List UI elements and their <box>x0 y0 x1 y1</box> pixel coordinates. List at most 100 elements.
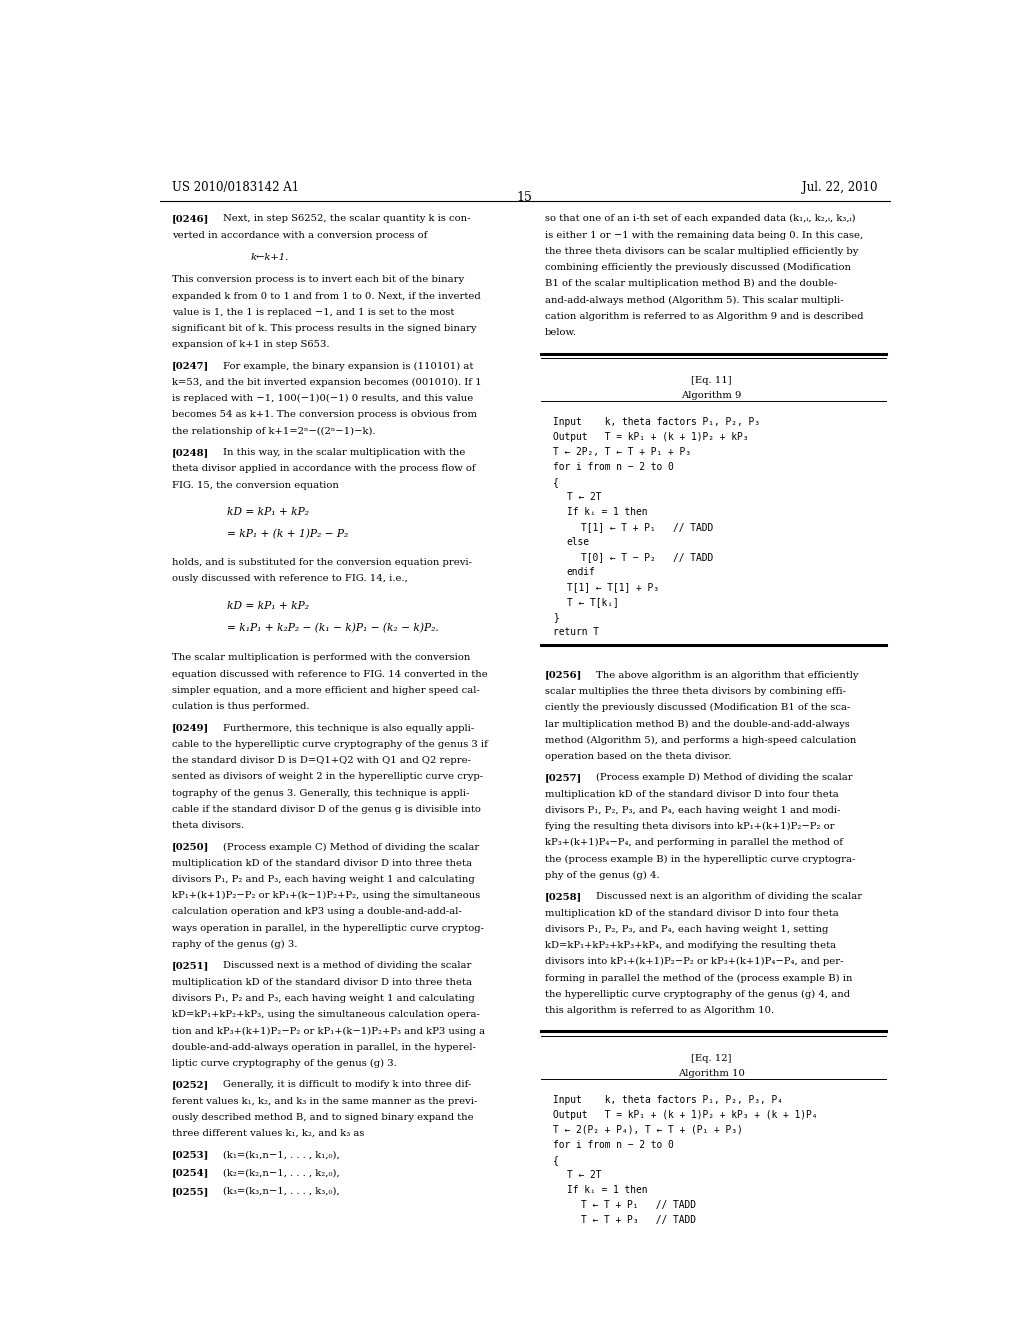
Text: becomes 54 as k+1. The conversion process is obvious from: becomes 54 as k+1. The conversion proces… <box>172 411 476 420</box>
Text: equation discussed with reference to FIG. 14 converted in the: equation discussed with reference to FIG… <box>172 669 487 678</box>
Text: multiplication kD of the standard divisor D into three theta: multiplication kD of the standard diviso… <box>172 859 472 867</box>
Text: B1 of the scalar multiplication method B) and the double-: B1 of the scalar multiplication method B… <box>545 280 837 289</box>
Text: multiplication kD of the standard divisor D into three theta: multiplication kD of the standard diviso… <box>172 978 472 986</box>
Text: Discussed next is an algorithm of dividing the scalar: Discussed next is an algorithm of dividi… <box>596 892 862 902</box>
Text: [0257]: [0257] <box>545 774 582 783</box>
Text: kP₃+(k+1)P₄−P₄, and performing in parallel the method of: kP₃+(k+1)P₄−P₄, and performing in parall… <box>545 838 843 847</box>
Text: Discussed next is a method of dividing the scalar: Discussed next is a method of dividing t… <box>223 961 472 970</box>
Text: for i from n − 2 to 0: for i from n − 2 to 0 <box>553 462 674 471</box>
Text: T ← 2T: T ← 2T <box>567 492 601 502</box>
Text: calculation operation and kP3 using a double-and-add-al-: calculation operation and kP3 using a do… <box>172 907 462 916</box>
Text: tion and kP₃+(k+1)P₂−P₂ or kP₁+(k−1)P₂+P₃ and kP3 using a: tion and kP₃+(k+1)P₂−P₂ or kP₁+(k−1)P₂+P… <box>172 1027 484 1035</box>
Text: the three theta divisors can be scalar multiplied efficiently by: the three theta divisors can be scalar m… <box>545 247 858 256</box>
Text: expanded k from 0 to 1 and from 1 to 0. Next, if the inverted: expanded k from 0 to 1 and from 1 to 0. … <box>172 292 480 301</box>
Text: T ← 2P₂, T ← T + P₁ + P₃: T ← 2P₂, T ← T + P₁ + P₃ <box>553 446 690 457</box>
Text: [0253]: [0253] <box>172 1151 209 1159</box>
Text: expansion of k+1 in step S653.: expansion of k+1 in step S653. <box>172 341 329 350</box>
Text: {: { <box>553 1155 558 1164</box>
Text: theta divisors.: theta divisors. <box>172 821 244 830</box>
Text: ferent values k₁, k₂, and k₃ in the same manner as the previ-: ferent values k₁, k₂, and k₃ in the same… <box>172 1097 477 1106</box>
Text: method (Algorithm 5), and performs a high-speed calculation: method (Algorithm 5), and performs a hig… <box>545 735 856 744</box>
Text: endif: endif <box>567 568 596 577</box>
Text: The scalar multiplication is performed with the conversion: The scalar multiplication is performed w… <box>172 653 470 663</box>
Text: this algorithm is referred to as Algorithm 10.: this algorithm is referred to as Algorit… <box>545 1006 774 1015</box>
Text: [0247]: [0247] <box>172 362 209 371</box>
Text: For example, the binary expansion is (110101) at: For example, the binary expansion is (11… <box>223 362 474 371</box>
Text: ciently the previously discussed (Modification B1 of the sca-: ciently the previously discussed (Modifi… <box>545 704 850 713</box>
Text: fying the resulting theta divisors into kP₁+(k+1)P₂−P₂ or: fying the resulting theta divisors into … <box>545 822 835 832</box>
Text: ways operation in parallel, in the hyperelliptic curve cryptog-: ways operation in parallel, in the hyper… <box>172 924 483 933</box>
Text: Algorithm 9: Algorithm 9 <box>681 391 741 400</box>
Text: T ← T + P₁   // TADD: T ← T + P₁ // TADD <box>582 1200 696 1210</box>
Text: Generally, it is difficult to modify k into three dif-: Generally, it is difficult to modify k i… <box>223 1080 472 1089</box>
Text: FIG. 15, the conversion equation: FIG. 15, the conversion equation <box>172 480 339 490</box>
Text: {: { <box>553 477 558 487</box>
Text: simpler equation, and a more efficient and higher speed cal-: simpler equation, and a more efficient a… <box>172 686 479 694</box>
Text: divisors P₁, P₂, P₃, and P₄, each having weight 1 and modi-: divisors P₁, P₂, P₃, and P₄, each having… <box>545 805 840 814</box>
Text: raphy of the genus (g) 3.: raphy of the genus (g) 3. <box>172 940 297 949</box>
Text: }: } <box>553 612 558 622</box>
Text: T ← 2(P₂ + P₄), T ← T + (P₁ + P₃): T ← 2(P₂ + P₄), T ← T + (P₁ + P₃) <box>553 1125 742 1135</box>
Text: T ← 2T: T ← 2T <box>567 1170 601 1180</box>
Text: [Eq. 11]: [Eq. 11] <box>691 376 731 385</box>
Text: (k₁=(k₁,n−1, . . . , k₁,₀),: (k₁=(k₁,n−1, . . . , k₁,₀), <box>223 1151 340 1159</box>
Text: cable to the hyperelliptic curve cryptography of the genus 3 if: cable to the hyperelliptic curve cryptog… <box>172 739 487 748</box>
Text: [0246]: [0246] <box>172 214 209 223</box>
Text: If kᵢ = 1 then: If kᵢ = 1 then <box>567 1185 647 1195</box>
Text: theta divisor applied in accordance with the process flow of: theta divisor applied in accordance with… <box>172 465 475 474</box>
Text: lar multiplication method B) and the double-and-add-always: lar multiplication method B) and the dou… <box>545 719 849 729</box>
Text: k=53, and the bit inverted expansion becomes (001010). If 1: k=53, and the bit inverted expansion bec… <box>172 378 481 387</box>
Text: kD=kP₁+kP₂+kP₃, using the simultaneous calculation opera-: kD=kP₁+kP₂+kP₃, using the simultaneous c… <box>172 1010 479 1019</box>
Text: below.: below. <box>545 329 577 337</box>
Text: [0249]: [0249] <box>172 723 209 733</box>
Text: [0255]: [0255] <box>172 1187 209 1196</box>
Text: three different values k₁, k₂, and k₃ as: three different values k₁, k₂, and k₃ as <box>172 1129 364 1138</box>
Text: else: else <box>567 537 590 546</box>
Text: In this way, in the scalar multiplication with the: In this way, in the scalar multiplicatio… <box>223 447 466 457</box>
Text: the standard divisor D is D=Q1+Q2 with Q1 and Q2 repre-: the standard divisor D is D=Q1+Q2 with Q… <box>172 756 471 766</box>
Text: [0252]: [0252] <box>172 1080 209 1089</box>
Text: divisors into kP₁+(k+1)P₂−P₂ or kP₃+(k+1)P₄−P₄, and per-: divisors into kP₁+(k+1)P₂−P₂ or kP₃+(k+1… <box>545 957 843 966</box>
Text: [Eq. 12]: [Eq. 12] <box>691 1053 731 1063</box>
Text: Input    k, theta factors P₁, P₂, P₃: Input k, theta factors P₁, P₂, P₃ <box>553 417 760 426</box>
Text: T[1] ← T[1] + P₃: T[1] ← T[1] + P₃ <box>567 582 658 593</box>
Text: T ← T + P₃   // TADD: T ← T + P₃ // TADD <box>582 1214 696 1225</box>
Text: the hyperelliptic curve cryptography of the genus (g) 4, and: the hyperelliptic curve cryptography of … <box>545 990 850 999</box>
Text: k←k+1.: k←k+1. <box>251 253 289 261</box>
Text: T[1] ← T + P₁   // TADD: T[1] ← T + P₁ // TADD <box>582 521 714 532</box>
Text: kD = kP₁ + kP₂: kD = kP₁ + kP₂ <box>227 507 309 517</box>
Text: forming in parallel the method of the (process example B) in: forming in parallel the method of the (p… <box>545 974 852 982</box>
Text: the (process example B) in the hyperelliptic curve cryptogra-: the (process example B) in the hyperelli… <box>545 854 855 863</box>
Text: Output   T = kP₁ + (k + 1)P₂ + kP₃ + (k + 1)P₄: Output T = kP₁ + (k + 1)P₂ + kP₃ + (k + … <box>553 1110 817 1119</box>
Text: = kP₁ + (k + 1)P₂ − P₂: = kP₁ + (k + 1)P₂ − P₂ <box>227 529 348 540</box>
Text: is either 1 or −1 with the remaining data being 0. In this case,: is either 1 or −1 with the remaining dat… <box>545 231 863 239</box>
Text: cation algorithm is referred to as Algorithm 9 and is described: cation algorithm is referred to as Algor… <box>545 312 863 321</box>
Text: Output   T = kP₁ + (k + 1)P₂ + kP₃: Output T = kP₁ + (k + 1)P₂ + kP₃ <box>553 432 749 442</box>
Text: ously described method B, and to signed binary expand the: ously described method B, and to signed … <box>172 1113 473 1122</box>
Text: tography of the genus 3. Generally, this technique is appli-: tography of the genus 3. Generally, this… <box>172 788 469 797</box>
Text: so that one of an i-th set of each expanded data (k₁,ᵢ, k₂,ᵢ, k₃,ᵢ): so that one of an i-th set of each expan… <box>545 214 855 223</box>
Text: kD = kP₁ + kP₂: kD = kP₁ + kP₂ <box>227 601 309 611</box>
Text: kP₁+(k+1)P₂−P₂ or kP₁+(k−1)P₂+P₂, using the simultaneous: kP₁+(k+1)P₂−P₂ or kP₁+(k−1)P₂+P₂, using … <box>172 891 480 900</box>
Text: [0256]: [0256] <box>545 671 582 680</box>
Text: return T: return T <box>553 627 599 638</box>
Text: [0254]: [0254] <box>172 1168 209 1177</box>
Text: and-add-always method (Algorithm 5). This scalar multipli-: and-add-always method (Algorithm 5). Thi… <box>545 296 844 305</box>
Text: cable if the standard divisor D of the genus g is divisible into: cable if the standard divisor D of the g… <box>172 805 480 814</box>
Text: [0258]: [0258] <box>545 892 582 902</box>
Text: The above algorithm is an algorithm that efficiently: The above algorithm is an algorithm that… <box>596 671 859 680</box>
Text: significant bit of k. This process results in the signed binary: significant bit of k. This process resul… <box>172 325 476 333</box>
Text: is replaced with −1, 100(−1)0(−1) 0 results, and this value: is replaced with −1, 100(−1)0(−1) 0 resu… <box>172 395 473 404</box>
Text: combining efficiently the previously discussed (Modification: combining efficiently the previously dis… <box>545 263 851 272</box>
Text: holds, and is substituted for the conversion equation previ-: holds, and is substituted for the conver… <box>172 558 472 566</box>
Text: culation is thus performed.: culation is thus performed. <box>172 702 309 711</box>
Text: T ← T[kᵢ]: T ← T[kᵢ] <box>567 597 618 607</box>
Text: [0248]: [0248] <box>172 447 209 457</box>
Text: value is 1, the 1 is replaced −1, and 1 is set to the most: value is 1, the 1 is replaced −1, and 1 … <box>172 308 454 317</box>
Text: divisors P₁, P₂, P₃, and P₄, each having weight 1, setting: divisors P₁, P₂, P₃, and P₄, each having… <box>545 925 828 933</box>
Text: multiplication kD of the standard divisor D into four theta: multiplication kD of the standard diviso… <box>545 789 839 799</box>
Text: divisors P₁, P₂ and P₃, each having weight 1 and calculating: divisors P₁, P₂ and P₃, each having weig… <box>172 875 474 884</box>
Text: [0251]: [0251] <box>172 961 209 970</box>
Text: Jul. 22, 2010: Jul. 22, 2010 <box>803 181 878 194</box>
Text: [0250]: [0250] <box>172 842 209 851</box>
